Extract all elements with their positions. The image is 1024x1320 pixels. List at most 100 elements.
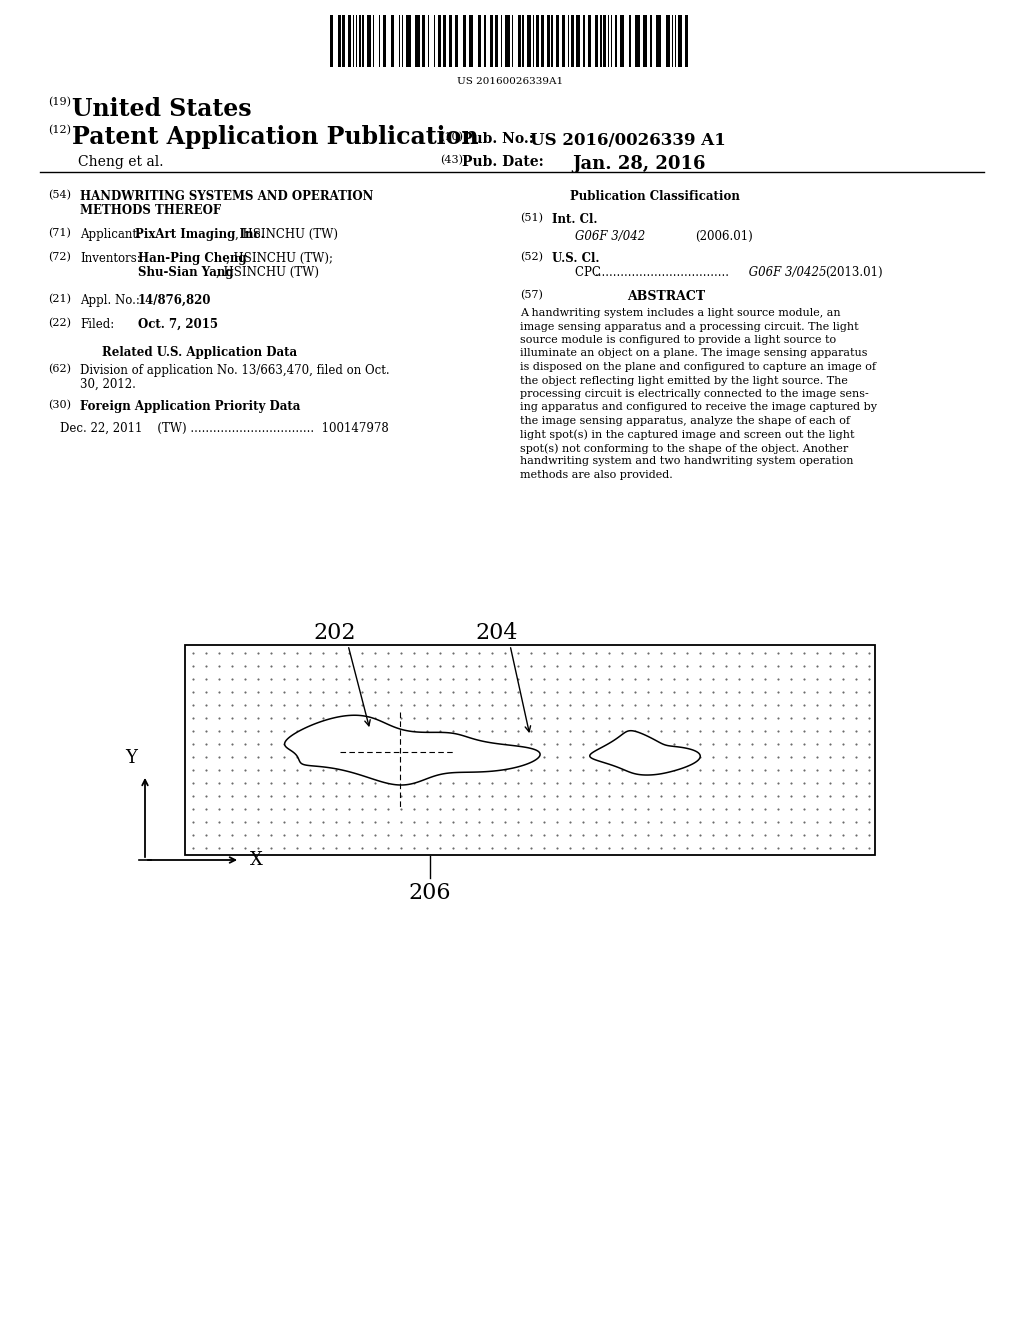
Text: US 2016/0026339 A1: US 2016/0026339 A1	[530, 132, 726, 149]
Text: the object reflecting light emitted by the light source. The: the object reflecting light emitted by t…	[520, 375, 848, 385]
Bar	[547, 15, 550, 67]
Text: 202: 202	[313, 622, 356, 644]
Bar	[506, 15, 510, 67]
Bar	[575, 15, 581, 67]
Text: (21): (21)	[48, 294, 71, 305]
Text: ABSTRACT: ABSTRACT	[627, 290, 706, 304]
Text: (2006.01): (2006.01)	[695, 230, 753, 243]
Bar	[356, 15, 357, 67]
Bar	[517, 15, 520, 67]
Bar	[551, 15, 553, 67]
Bar	[512, 15, 513, 67]
Text: (54): (54)	[48, 190, 71, 201]
Bar	[656, 15, 662, 67]
Text: Pub. No.:: Pub. No.:	[462, 132, 534, 147]
Bar	[629, 15, 631, 67]
Text: light spot(s) in the captured image and screen out the light: light spot(s) in the captured image and …	[520, 429, 854, 440]
Bar	[526, 15, 531, 67]
Text: Foreign Application Priority Data: Foreign Application Priority Data	[80, 400, 300, 413]
Text: (62): (62)	[48, 364, 71, 375]
Bar	[359, 15, 360, 67]
Bar	[603, 15, 606, 67]
Text: Oct. 7, 2015: Oct. 7, 2015	[138, 318, 218, 331]
Bar	[438, 15, 441, 67]
Text: CPC: CPC	[575, 267, 604, 279]
Bar	[600, 15, 601, 67]
Bar	[330, 15, 333, 67]
Bar	[685, 15, 688, 67]
Text: Jan. 28, 2016: Jan. 28, 2016	[572, 154, 706, 173]
Bar	[495, 15, 498, 67]
Text: X: X	[250, 851, 263, 869]
Bar	[490, 15, 494, 67]
Text: US 20160026339A1: US 20160026339A1	[457, 77, 563, 86]
Bar	[455, 15, 458, 67]
Bar	[484, 15, 485, 67]
Text: Pub. Date:: Pub. Date:	[462, 154, 544, 169]
Text: Appl. No.:: Appl. No.:	[80, 294, 140, 308]
Text: (22): (22)	[48, 318, 71, 329]
Text: 14/876,820: 14/876,820	[138, 294, 212, 308]
Bar	[672, 15, 673, 67]
Bar	[643, 15, 647, 67]
Bar	[556, 15, 559, 67]
Text: Publication Classification: Publication Classification	[570, 190, 740, 203]
Bar	[610, 15, 612, 67]
Bar	[391, 15, 394, 67]
Bar	[541, 15, 544, 67]
Bar	[607, 15, 609, 67]
Text: (43): (43)	[440, 154, 463, 165]
Text: , HSINCHU (TW): , HSINCHU (TW)	[216, 267, 319, 279]
Text: , HSINCHU (TW): , HSINCHU (TW)	[234, 228, 338, 242]
Text: image sensing apparatus and a processing circuit. The light: image sensing apparatus and a processing…	[520, 322, 859, 331]
Text: Y: Y	[125, 748, 137, 767]
Text: Dec. 22, 2011    (TW) .................................  100147978: Dec. 22, 2011 (TW) .....................…	[60, 422, 389, 436]
Text: G06F 3/042: G06F 3/042	[575, 230, 645, 243]
Text: is disposed on the plane and configured to capture an image of: is disposed on the plane and configured …	[520, 362, 876, 372]
Bar	[666, 15, 670, 67]
Bar	[401, 15, 403, 67]
Bar	[463, 15, 466, 67]
Text: 30, 2012.: 30, 2012.	[80, 378, 136, 391]
Text: ....................................: ....................................	[595, 267, 730, 279]
Bar	[338, 15, 341, 67]
Text: PixArt Imaging Inc.: PixArt Imaging Inc.	[135, 228, 265, 242]
Bar	[398, 15, 400, 67]
Text: Filed:: Filed:	[80, 318, 115, 331]
Bar	[584, 15, 585, 67]
Text: G06F 3/0425: G06F 3/0425	[745, 267, 826, 279]
Text: (51): (51)	[520, 213, 543, 223]
Bar	[416, 15, 420, 67]
Text: Division of application No. 13/663,470, filed on Oct.: Division of application No. 13/663,470, …	[80, 364, 389, 378]
Text: (52): (52)	[520, 252, 543, 263]
Bar	[367, 15, 371, 67]
Bar	[342, 15, 345, 67]
Bar	[650, 15, 652, 67]
Text: the image sensing apparatus, analyze the shape of each of: the image sensing apparatus, analyze the…	[520, 416, 850, 426]
Bar	[595, 15, 598, 67]
Bar	[501, 15, 503, 67]
Text: (2013.01): (2013.01)	[825, 267, 883, 279]
Bar	[449, 15, 452, 67]
Bar	[675, 15, 676, 67]
Bar	[615, 15, 616, 67]
Bar	[469, 15, 473, 67]
Bar	[571, 15, 574, 67]
Text: Applicant:: Applicant:	[80, 228, 141, 242]
Text: Patent Application Publication: Patent Application Publication	[72, 125, 478, 149]
Bar	[478, 15, 481, 67]
Text: U.S. Cl.: U.S. Cl.	[552, 252, 599, 265]
Bar	[536, 15, 539, 67]
Bar	[443, 15, 445, 67]
Text: (10): (10)	[440, 132, 463, 143]
Bar	[678, 15, 682, 67]
Text: (71): (71)	[48, 228, 71, 239]
Text: Inventors:: Inventors:	[80, 252, 140, 265]
Text: (12): (12)	[48, 125, 71, 136]
Bar	[532, 15, 535, 67]
Text: METHODS THEREOF: METHODS THEREOF	[80, 205, 221, 216]
Text: ing apparatus and configured to receive the image captured by: ing apparatus and configured to receive …	[520, 403, 877, 412]
Bar	[379, 15, 380, 67]
Text: 204: 204	[476, 622, 518, 644]
Text: HANDWRITING SYSTEMS AND OPERATION: HANDWRITING SYSTEMS AND OPERATION	[80, 190, 374, 203]
